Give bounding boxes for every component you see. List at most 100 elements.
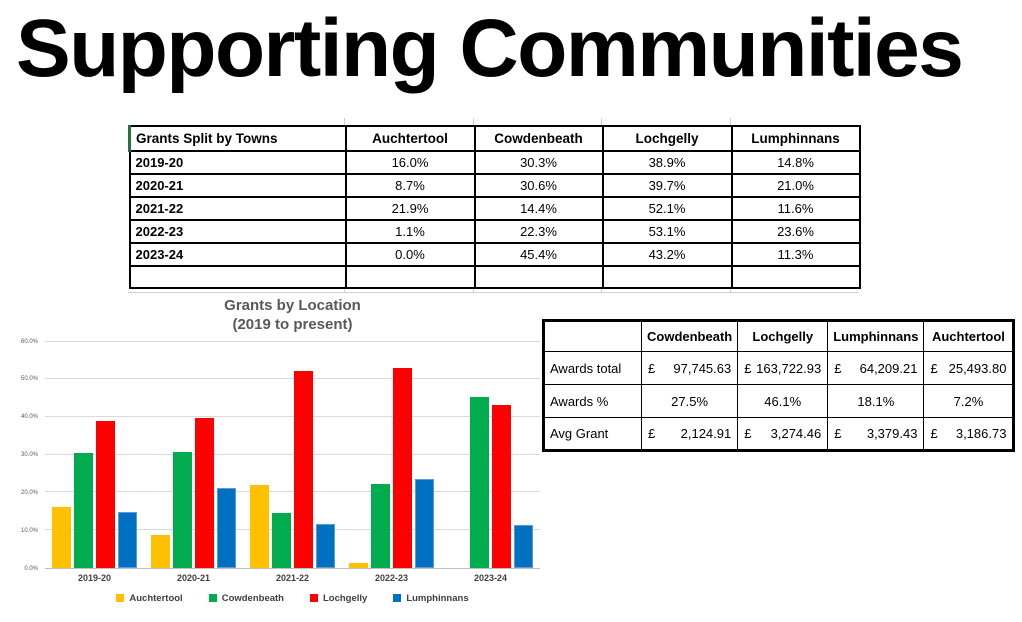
x-axis-label: 2022-23	[374, 572, 409, 583]
awards-table-row: Awards % 27.5% 46.1% 18.1% 7.2%	[543, 384, 1015, 418]
excel-gridline-artifact	[601, 118, 602, 125]
percent-cell: 45.4%	[473, 242, 604, 267]
percent-cell: 0.0%	[344, 242, 476, 267]
percent-cell: 18.1%	[827, 384, 925, 418]
legend-swatch	[208, 594, 217, 602]
percent-cell: 7.2%	[923, 384, 1015, 418]
bar-lochgelly	[195, 417, 214, 568]
awards-column-header: Lochgelly	[737, 320, 829, 352]
awards-row-label: Avg Grant	[543, 417, 642, 451]
slide-title: Supporting Communities	[16, 3, 964, 94]
chart-legend: Auchtertool Cowdenbeath Lochgelly Lumphinna…	[45, 593, 540, 604]
year-cell: 2023-24	[128, 242, 347, 267]
y-axis-tick-label: 50.0%	[20, 376, 38, 383]
awards-column-header: Cowdenbeath	[640, 320, 739, 352]
currency-amount: 25,493.80	[948, 360, 1007, 376]
y-axis-tick-label: 30.0%	[20, 452, 38, 458]
currency-cell: £64,209.21	[827, 351, 925, 385]
x-axis-label: 2023-24	[473, 572, 508, 583]
bar-cowdenbeath	[371, 483, 390, 568]
currency-cell: £25,493.80	[923, 351, 1015, 385]
awards-column-header: Lumphinnans	[827, 320, 925, 352]
bar-group	[441, 342, 540, 568]
towns-column-header: Auchtertool	[344, 125, 476, 152]
towns-column-header: Lochgelly	[601, 125, 733, 152]
legend-label: Lumphinnans	[406, 592, 469, 604]
currency-symbol: £	[648, 426, 656, 441]
legend-label: Cowdenbeath	[221, 592, 284, 604]
percent-cell: 23.6%	[730, 219, 861, 244]
bar-lumphinnans	[316, 523, 335, 568]
currency-cell: £3,274.46	[737, 417, 829, 451]
towns-table-body: 2019-20 16.0% 30.3% 38.9% 14.8% 2020-21 8.7% 30…	[128, 150, 861, 289]
gridline	[45, 528, 540, 530]
year-cell	[128, 265, 347, 289]
gridline	[45, 453, 540, 455]
legend-swatch	[393, 594, 402, 602]
towns-table-row: 2022-23 1.1% 22.3% 53.1% 23.6%	[128, 219, 861, 244]
bar-lumphinnans	[514, 524, 533, 568]
bar-auchtertool	[250, 485, 269, 568]
excel-gridline-artifact	[730, 287, 731, 292]
currency-inner: £3,379.43	[834, 426, 917, 441]
currency-inner: £163,722.93	[744, 361, 821, 376]
percent-cell	[601, 265, 733, 289]
currency-inner: £25,493.80	[930, 361, 1006, 376]
awards-table-row: Avg Grant £2,124.91 £3,274.46 £3,379.43 £3,1…	[543, 417, 1015, 451]
bar-lochgelly	[294, 371, 313, 568]
currency-inner: £3,186.73	[930, 426, 1006, 441]
percent-cell: 30.3%	[473, 150, 604, 175]
currency-inner: £64,209.21	[834, 361, 917, 376]
percent-cell: 14.4%	[473, 196, 604, 221]
y-axis-tick-label: 60.0%	[20, 338, 38, 345]
percent-cell: 8.7%	[344, 173, 476, 198]
awards-summary-table: Cowdenbeath Lochgelly Lumphinnans Auchterto…	[542, 319, 1016, 452]
chart-x-axis: 2019-20 2020-21 2021-22 2022-23 2023-24	[45, 569, 540, 583]
x-axis-label: 2021-22	[275, 572, 310, 583]
legend-item: Auchtertool	[116, 593, 183, 604]
towns-table-row: 2019-20 16.0% 30.3% 38.9% 14.8%	[128, 150, 861, 175]
bar-auchtertool	[349, 563, 368, 568]
chart-plot-wrap: 0.0% 10.0% 20.0% 30.0% 40.0% 50.0% 60.0%	[15, 338, 540, 572]
awards-corner-cell	[543, 320, 642, 352]
currency-amount: 2,124.91	[680, 426, 732, 441]
y-axis-tick-label: 20.0%	[20, 489, 38, 496]
excel-gridline-artifact	[730, 118, 731, 125]
chart-title: Grants by Location	[224, 297, 361, 314]
currency-cell: £3,379.43	[827, 417, 925, 451]
chart-y-axis: 0.0% 10.0% 20.0% 30.0% 40.0% 50.0% 60.0%	[15, 338, 41, 572]
legend-swatch	[116, 594, 125, 602]
currency-symbol: £	[834, 426, 842, 441]
currency-amount: 64,209.21	[859, 360, 918, 376]
currency-symbol: £	[648, 360, 656, 376]
bar-lochgelly	[492, 404, 511, 568]
awards-table-header-row: Cowdenbeath Lochgelly Lumphinnans Auchterto…	[543, 320, 1015, 352]
currency-amount: 3,379.43	[866, 426, 918, 441]
towns-column-header: Cowdenbeath	[473, 125, 604, 152]
bar-lochgelly	[393, 367, 412, 568]
excel-gridline-artifact	[344, 118, 345, 125]
percent-cell: 39.7%	[601, 173, 733, 198]
excel-gridline-artifact	[473, 118, 474, 125]
towns-table-row: 2023-24 0.0% 45.4% 43.2% 11.3%	[128, 242, 861, 267]
year-cell: 2022-23	[128, 219, 347, 244]
percent-cell: 21.0%	[730, 173, 861, 198]
currency-inner: £3,274.46	[744, 426, 821, 441]
currency-cell: £2,124.91	[640, 417, 739, 451]
towns-table-row: 2020-21 8.7% 30.6% 39.7% 21.0%	[128, 173, 861, 198]
chart-plot-area	[45, 340, 540, 569]
currency-symbol: £	[834, 360, 842, 376]
awards-column-header: Auchtertool	[923, 320, 1015, 352]
legend-item: Cowdenbeath	[208, 592, 284, 604]
currency-amount: 3,186.73	[955, 426, 1007, 441]
percent-cell: 11.6%	[730, 196, 861, 221]
grants-split-by-towns-table: Grants Split by Towns Auchtertool Cowdenbe…	[128, 125, 861, 289]
towns-table-row	[128, 265, 861, 289]
bar-lochgelly	[96, 420, 115, 568]
percent-cell	[344, 265, 476, 289]
year-cell: 2020-21	[128, 173, 347, 198]
awards-table-header: Cowdenbeath Lochgelly Lumphinnans Auchterto…	[543, 320, 1015, 352]
percent-cell: 1.1%	[344, 219, 476, 244]
percent-cell: 52.1%	[601, 196, 733, 221]
